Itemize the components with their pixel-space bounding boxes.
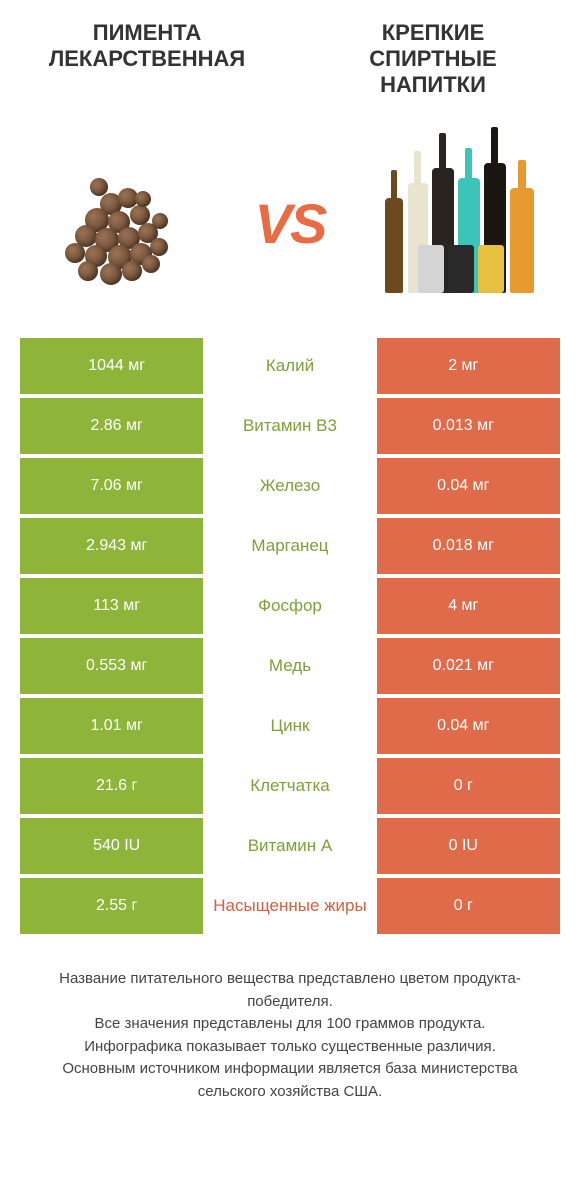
table-row: 7.06 мгЖелезо0.04 мг [30,458,550,514]
value-left: 1044 мг [30,338,203,394]
table-row: 2.55 гНасыщенные жиры0 г [30,878,550,934]
table-row: 21.6 гКлетчатка0 г [30,758,550,814]
value-right: 0.021 мг [377,638,550,694]
value-left: 2.86 мг [30,398,203,454]
value-right: 2 мг [377,338,550,394]
nutrient-label: Насыщенные жиры [203,878,376,934]
table-row: 113 мгФосфор4 мг [30,578,550,634]
value-right: 0.018 мг [377,518,550,574]
value-left: 1.01 мг [30,698,203,754]
nutrient-label: Витамин A [203,818,376,874]
footer-line-2: Все значения представлены для 100 граммо… [40,1013,540,1036]
nutrient-label: Фосфор [203,578,376,634]
value-left: 540 IU [30,818,203,874]
nutrient-label: Медь [203,638,376,694]
footer-line-4: Основным источником информации является … [40,1058,540,1103]
value-right: 0.04 мг [377,698,550,754]
value-right: 0.04 мг [377,458,550,514]
footer-line-3: Инфографика показывает только существенн… [40,1036,540,1059]
footer: Название питательного вещества представл… [0,938,580,1133]
value-right: 0.013 мг [377,398,550,454]
value-right: 0 IU [377,818,550,874]
value-left: 21.6 г [30,758,203,814]
value-left: 2.55 г [30,878,203,934]
allspice-image [30,133,210,313]
value-right: 0 г [377,758,550,814]
title-right: Крепкие спиртные напитки [316,20,550,98]
table-row: 2.943 мгМарганец0.018 мг [30,518,550,574]
header: Пимента лекарственная Крепкие спиртные н… [0,0,580,108]
vs-label: VS [255,191,326,256]
nutrient-label: Калий [203,338,376,394]
images-row: VS [0,108,580,338]
value-left: 0.553 мг [30,638,203,694]
drinks-image [370,133,550,313]
table-row: 1044 мгКалий2 мг [30,338,550,394]
nutrient-label: Витамин B3 [203,398,376,454]
value-left: 2.943 мг [30,518,203,574]
table-row: 540 IUВитамин A0 IU [30,818,550,874]
nutrient-label: Клетчатка [203,758,376,814]
table-row: 2.86 мгВитамин B30.013 мг [30,398,550,454]
value-left: 7.06 мг [30,458,203,514]
title-left: Пимента лекарственная [30,20,264,98]
nutrient-label: Цинк [203,698,376,754]
table-row: 1.01 мгЦинк0.04 мг [30,698,550,754]
footer-line-1: Название питательного вещества представл… [40,968,540,1013]
nutrient-label: Железо [203,458,376,514]
comparison-table: 1044 мгКалий2 мг2.86 мгВитамин B30.013 м… [0,338,580,934]
value-left: 113 мг [30,578,203,634]
value-right: 4 мг [377,578,550,634]
nutrient-label: Марганец [203,518,376,574]
value-right: 0 г [377,878,550,934]
table-row: 0.553 мгМедь0.021 мг [30,638,550,694]
